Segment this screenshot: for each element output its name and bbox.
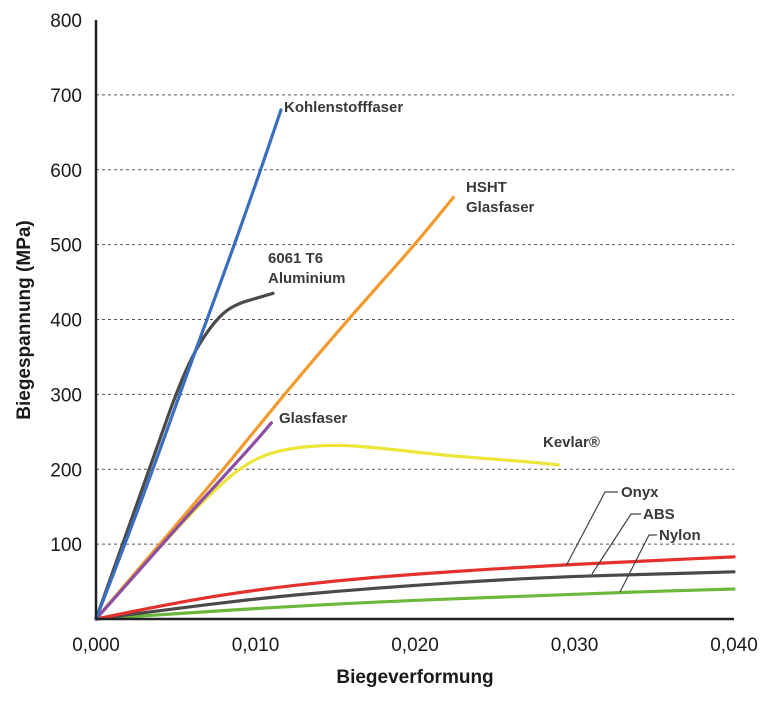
x-tick-label: 0,030 — [551, 635, 599, 656]
leader-abs — [591, 513, 641, 575]
y-tick-label: 400 — [50, 311, 82, 332]
y-tick-label: 300 — [50, 385, 82, 406]
series-line-onyx — [94, 555, 736, 621]
series-line-nylon — [94, 587, 736, 621]
x-tick-label: 0,010 — [232, 635, 280, 656]
leader-lines — [565, 491, 657, 593]
y-axis-title: Biegespannung (MPa) — [14, 220, 35, 420]
series-line-hsht-glasfaser — [94, 195, 455, 621]
series-line-glasfaser — [94, 421, 273, 621]
label-kohlenstofffaser: Kohlenstofffaser — [284, 99, 403, 116]
label-alu-line2: Aluminium — [268, 270, 346, 287]
series-line-abs — [94, 570, 736, 621]
leader-onyx — [565, 491, 618, 567]
label-abs: ABS — [643, 506, 675, 523]
series-line-6061-t6-aluminium — [94, 291, 275, 621]
y-tick-label: 600 — [50, 161, 82, 182]
series-line-kohlenstofffaser — [94, 108, 283, 621]
y-tick-labels: 100 200 300 400 500 600 700 800 — [50, 11, 82, 556]
label-hsht-line2: Glasfaser — [466, 199, 535, 216]
label-kevlar: Kevlar® — [543, 434, 600, 451]
x-tick-label: 0,000 — [72, 635, 120, 656]
y-tick-label: 200 — [50, 460, 82, 481]
leader-nylon — [619, 534, 657, 593]
series-lines — [94, 108, 736, 621]
label-onyx: Onyx — [621, 484, 659, 501]
x-tick-labels: 0,000 0,010 0,020 0,030 0,040 — [72, 635, 758, 656]
y-tick-label: 500 — [50, 236, 82, 257]
label-nylon: Nylon — [659, 527, 701, 544]
y-tick-label: 100 — [50, 535, 82, 556]
label-hsht-line1: HSHT — [466, 179, 507, 196]
x-axis-title: Biegeverformung — [336, 667, 493, 688]
y-tick-label: 800 — [50, 11, 82, 32]
label-glasfaser: Glasfaser — [279, 410, 348, 427]
x-tick-label: 0,020 — [391, 635, 439, 656]
axes — [94, 20, 734, 621]
grid-lines — [96, 94, 734, 545]
label-alu-line1: 6061 T6 — [268, 250, 323, 267]
y-tick-label: 700 — [50, 86, 82, 107]
x-tick-label: 0,040 — [710, 635, 758, 656]
